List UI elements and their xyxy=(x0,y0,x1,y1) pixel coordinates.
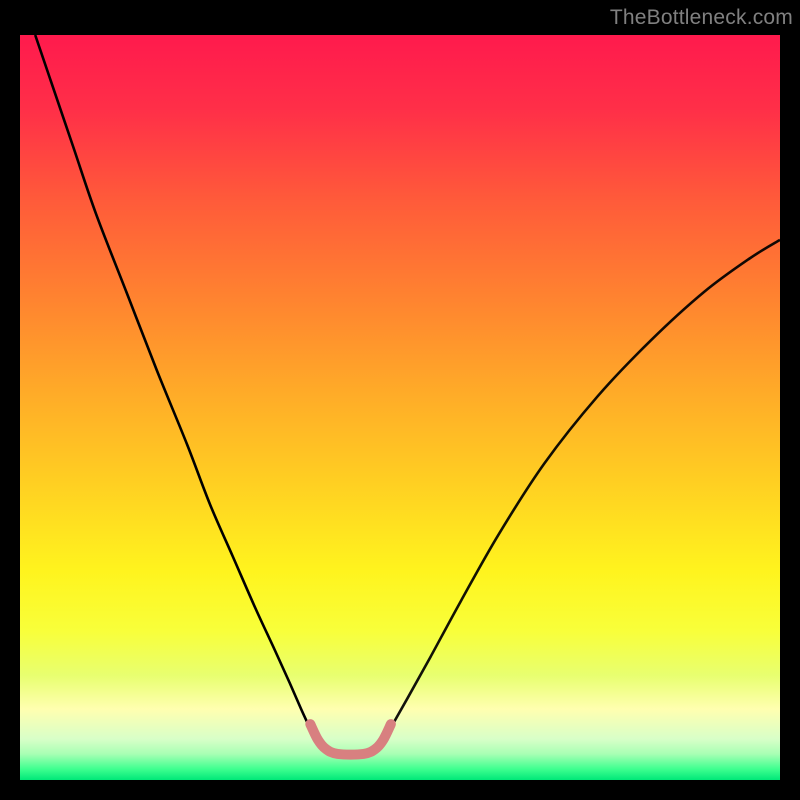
watermark-text: TheBottleneck.com xyxy=(610,6,793,30)
outer-frame: TheBottleneck.com xyxy=(0,0,800,800)
chart-plot-area xyxy=(20,35,780,780)
chart-svg xyxy=(20,35,780,780)
chart-background xyxy=(20,35,780,780)
